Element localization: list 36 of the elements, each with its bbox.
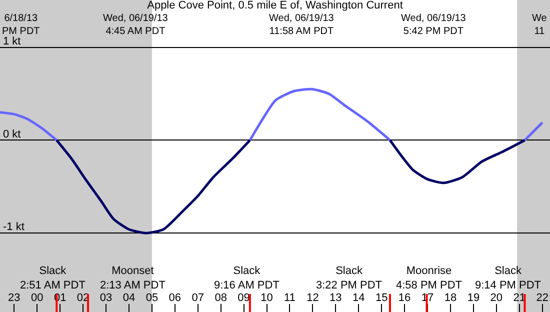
x-tick-label: 10	[260, 292, 273, 304]
x-tick-label: 03	[100, 292, 112, 304]
y-tick-label: 0 kt	[3, 128, 21, 140]
y-tick-label: -1 kt	[3, 221, 24, 234]
x-tick-label: 08	[214, 292, 227, 304]
annotation: Wed, 06/19/13 4:45 AM PDT	[103, 13, 168, 37]
x-tick-label: 22	[536, 292, 548, 304]
x-tick-label: 19	[467, 292, 480, 304]
x-tick-label: 18	[444, 292, 457, 304]
x-tick-label: 23	[8, 292, 20, 304]
ref-line-label: Slack 9:16 AM PDT	[214, 265, 280, 292]
annotation: Wed, 06/19/13 11:58 AM PDT	[269, 13, 334, 37]
x-tick-label: 07	[192, 292, 204, 304]
annotation: Wed, 06/19/13 5:42 PM PDT	[401, 13, 466, 37]
x-tick-label: 09	[238, 292, 250, 304]
x-tick-label: 06	[168, 292, 182, 304]
ref-line-label: Moonrise 4:58 PM PDT	[396, 265, 462, 292]
x-tick-label: 15	[375, 292, 388, 304]
x-tick-label: 00	[31, 292, 44, 304]
x-tick-label: 14	[352, 292, 365, 304]
chart-title: Apple Cove Point, 0.5 mile E of, Washington Current	[147, 0, 403, 12]
x-tick-label: 16	[398, 292, 411, 304]
ref-line-label: Moonset 2:13 AM PDT	[100, 265, 166, 292]
ref-line-label: Slack 9:14 PM PDT	[475, 265, 542, 292]
ref-line-label: Slack 3:22 PM PDT	[316, 265, 382, 292]
y-tick-label: 1 kt	[3, 36, 21, 48]
x-tick-label: 04	[122, 292, 136, 304]
ref-line-label: Slack 2:51 AM PDT	[20, 265, 86, 292]
annotation: 6/18/13 PM PDT	[2, 13, 40, 37]
x-tick-label: 21	[513, 292, 526, 304]
x-tick-label: 11	[284, 292, 296, 304]
x-tick-label: 12	[306, 292, 319, 304]
annotation: We 11	[532, 13, 548, 37]
x-tick-label: 13	[330, 292, 342, 304]
x-tick-label: 05	[146, 292, 158, 304]
x-tick-label: 20	[490, 292, 503, 304]
